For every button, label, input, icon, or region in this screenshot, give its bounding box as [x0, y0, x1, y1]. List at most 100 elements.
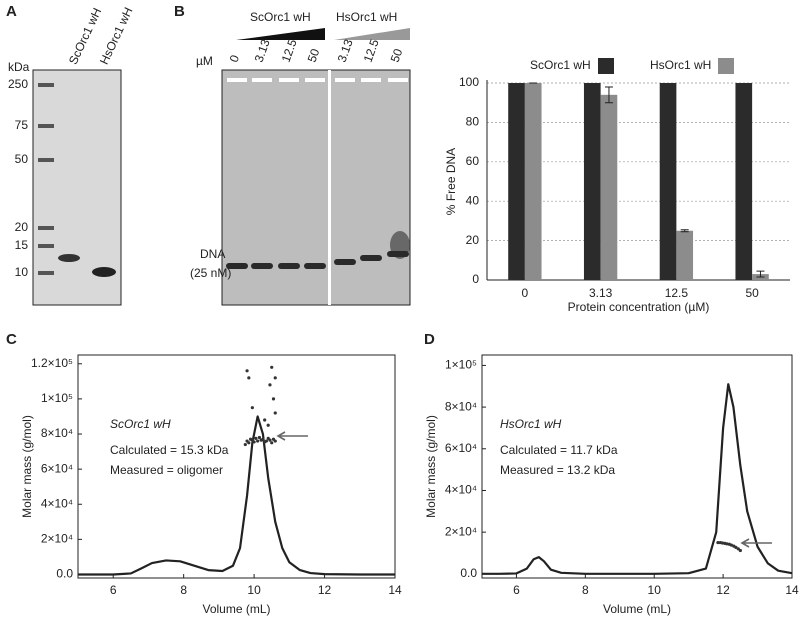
- y-tick-label: 0.0: [56, 567, 73, 581]
- x-axis-title: Volume (mL): [202, 602, 270, 616]
- error-bar: [680, 229, 689, 233]
- legend-swatch: [718, 58, 734, 74]
- dna-band: [226, 263, 248, 269]
- molar-mass-point: [257, 435, 261, 440]
- marker-band: [38, 271, 54, 275]
- x-tick-label: 10: [648, 583, 662, 597]
- y-tick-label: 0: [472, 272, 479, 286]
- y-tick-label: 6×10⁴: [445, 441, 477, 455]
- protein-band: [92, 267, 116, 277]
- marker-band: [38, 158, 54, 162]
- x-tick-label: 10: [247, 583, 261, 597]
- panel-label: C: [6, 331, 17, 348]
- x-tick-label: 12.5: [665, 286, 689, 300]
- x-tick-label: 6: [513, 583, 520, 597]
- annotation: Measured = oligomer: [110, 463, 223, 477]
- annotation: ScOrc1 wH: [110, 417, 171, 431]
- dna-band: [251, 263, 273, 269]
- y-axis-title: Molar mass (g/mol): [424, 415, 438, 518]
- well: [361, 78, 381, 82]
- marker-label: 15: [15, 238, 29, 252]
- x-tick-label: 8: [582, 583, 589, 597]
- molar-mass-point: [254, 436, 258, 441]
- y-tick-label: 4×10⁴: [445, 483, 477, 497]
- molar-mass-point: [273, 376, 277, 380]
- y-tick-label: 60: [466, 154, 480, 168]
- x-tick-label: 50: [745, 286, 759, 300]
- molar-mass-point: [729, 543, 733, 547]
- molar-mass-point: [266, 423, 270, 427]
- y-tick-label: 0.0: [460, 566, 477, 580]
- molar-mass-point: [263, 418, 267, 422]
- unit-label: µM: [196, 54, 213, 68]
- marker-label: 20: [15, 220, 29, 234]
- legend-swatch: [598, 58, 614, 74]
- dna-band: [334, 259, 356, 265]
- molar-mass-point: [250, 406, 254, 410]
- trace-line: [482, 383, 793, 575]
- x-tick-label: 0: [522, 286, 529, 300]
- molar-mass-point: [264, 439, 269, 443]
- dna-band: [360, 255, 382, 261]
- molar-mass-point: [725, 542, 729, 546]
- molar-mass-point: [268, 383, 272, 387]
- bar: [524, 83, 542, 280]
- gradient-wedge: [236, 28, 325, 40]
- molar-mass-point: [734, 545, 738, 549]
- marker-band: [38, 83, 54, 87]
- molar-mass-point: [243, 442, 247, 447]
- y-tick-label: 2×10⁴: [445, 524, 477, 538]
- molar-mass-point: [261, 437, 265, 441]
- y-tick-label: 100: [459, 75, 479, 89]
- well: [252, 78, 272, 82]
- marker-band: [38, 124, 54, 128]
- gel-divider: [328, 70, 331, 305]
- well: [305, 78, 325, 82]
- marker-label: 50: [15, 152, 29, 166]
- arrow: [740, 538, 772, 548]
- bar: [600, 94, 618, 280]
- dna-band: [304, 263, 326, 269]
- y-tick-label: 20: [466, 233, 480, 247]
- well: [335, 78, 355, 82]
- panel-label: D: [424, 331, 435, 348]
- panel-label: A: [6, 3, 17, 20]
- lane-label: 3.13: [335, 37, 356, 64]
- x-axis-title: Volume (mL): [603, 602, 671, 616]
- molar-mass-point: [738, 548, 742, 553]
- y-tick-label: 8×10⁴: [445, 399, 477, 413]
- x-tick-label: 8: [180, 583, 187, 597]
- legend-label: HsOrc1 wH: [650, 58, 711, 72]
- error-bar: [604, 86, 613, 104]
- y-tick-label: 4×10⁴: [41, 496, 73, 510]
- molar-mass-point: [256, 439, 260, 443]
- molar-mass-point: [245, 369, 249, 373]
- dna-band: [387, 251, 409, 257]
- trace-line: [78, 415, 395, 576]
- annotation: Measured = 13.2 kDa: [500, 463, 615, 477]
- y-axis-title: % Free DNA: [444, 148, 458, 215]
- marker-label: 250: [8, 77, 28, 91]
- annotation: HsOrc1 wH: [500, 417, 562, 431]
- plot-frame: [77, 354, 396, 579]
- molar-mass-point: [273, 439, 277, 443]
- well: [388, 78, 408, 82]
- well: [279, 78, 299, 82]
- molar-mass-point: [270, 365, 274, 369]
- molar-mass-point: [268, 438, 272, 442]
- y-tick-label: 1.2×10⁵: [31, 356, 73, 370]
- x-tick-label: 3.13: [589, 286, 613, 300]
- bar: [735, 83, 753, 280]
- bar: [583, 83, 601, 280]
- molar-mass-point: [716, 540, 720, 545]
- bar: [659, 83, 677, 280]
- legend-label: ScOrc1 wH: [530, 58, 591, 72]
- lane-label: 50: [388, 46, 406, 64]
- x-tick-label: 14: [785, 583, 799, 597]
- y-tick-label: 2×10⁴: [41, 532, 73, 546]
- y-tick-label: 1×10⁵: [445, 358, 477, 372]
- marker-label: 75: [15, 118, 29, 132]
- x-tick-label: 12: [318, 583, 332, 597]
- lane-label: 50: [305, 46, 323, 64]
